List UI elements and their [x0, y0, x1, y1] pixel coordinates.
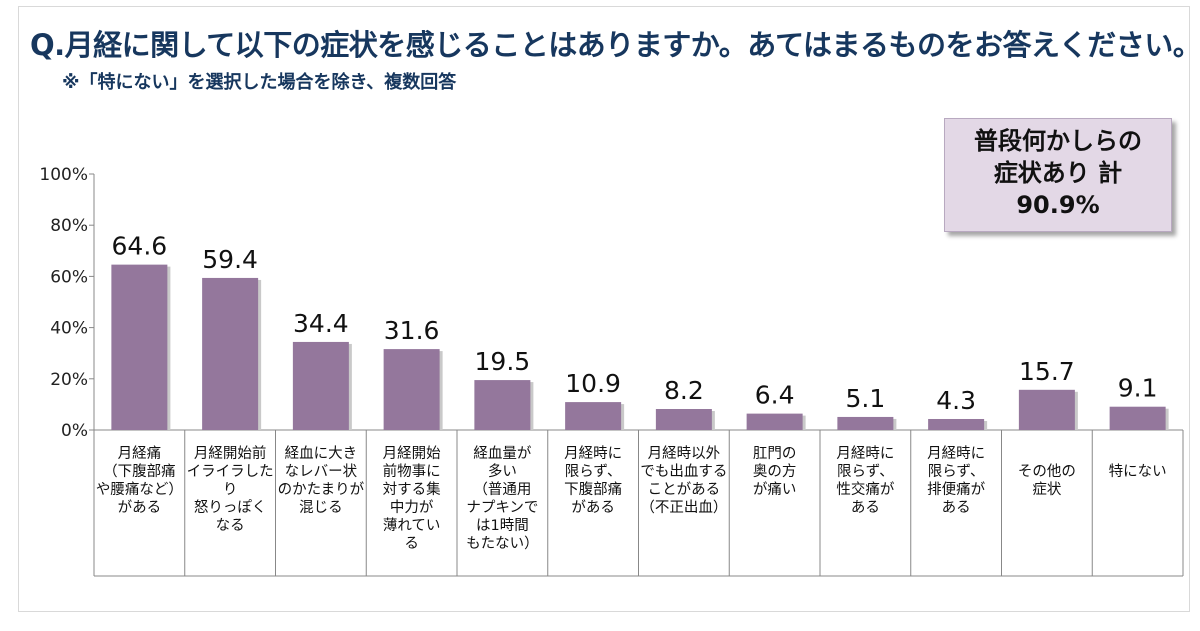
chart-subtitle: ※「特にない」を選択した場合を除き、複数回答	[62, 72, 457, 93]
category-label: 月経開始 前物事に 対する集 中力が 薄れてい る	[382, 446, 441, 552]
bar	[202, 277, 259, 430]
summary-line-1: 普段何かしらの	[974, 127, 1142, 155]
summary-line-3: 90.9%	[1016, 191, 1100, 219]
bar	[655, 409, 712, 430]
y-tick-label: 60%	[50, 267, 88, 287]
data-label: 4.3	[936, 386, 976, 415]
bar	[1109, 406, 1166, 430]
data-label: 10.9	[565, 369, 621, 398]
bar	[928, 418, 985, 430]
category-label: 月経開始前 イライラしたり 怒りっぽく なる	[186, 446, 274, 534]
bar	[292, 341, 349, 430]
bar	[474, 380, 531, 430]
data-label: 59.4	[202, 245, 258, 274]
summary-box: 普段何かしらの 症状あり 計 90.9%	[944, 118, 1172, 232]
data-label: 15.7	[1019, 357, 1075, 386]
data-label: 19.5	[475, 347, 531, 376]
category-label: 月経時に 限らず、 下腹部痛 がある	[564, 446, 623, 516]
category-label: 月経痛 （下腹部痛 や腰痛など） がある	[95, 446, 183, 516]
chart-frame	[18, 6, 1190, 612]
bar	[837, 416, 894, 430]
data-label: 8.2	[664, 376, 704, 405]
y-tick-label: 0%	[61, 421, 88, 441]
category-label: 月経時以外 でも出血する ことがある （不正出血）	[640, 446, 728, 516]
data-label: 34.4	[293, 309, 349, 338]
data-label: 9.1	[1118, 374, 1158, 403]
y-tick-label: 20%	[50, 370, 88, 390]
bar	[1018, 389, 1075, 430]
category-label: 肛門の 奥の方 が痛い	[752, 446, 797, 498]
category-label: 特にない	[1108, 464, 1167, 480]
summary-line-2: 症状あり 計	[993, 159, 1123, 187]
bar	[111, 264, 168, 430]
data-label: 64.6	[112, 232, 168, 261]
bar	[565, 402, 622, 430]
data-label: 31.6	[384, 316, 440, 345]
chart-title: Q.月経に関して以下の症状を感じることはありますか。あてはまるものをお答えくださ…	[30, 28, 1200, 62]
category-label: 月経時に 限らず、 排便痛が ある	[927, 446, 986, 516]
y-tick-label: 40%	[50, 319, 88, 339]
bar	[383, 349, 440, 430]
data-label: 6.4	[755, 381, 795, 410]
category-label: 月経時に 限らず、 性交痛が ある	[836, 446, 895, 516]
y-tick-label: 80%	[50, 216, 88, 236]
data-label: 5.1	[845, 384, 885, 413]
category-label: 経血に大き なレバー状 のかたまりが 混じる	[277, 446, 365, 516]
category-label: 経血量が 多い （普通用 ナプキンで は1時間 もたない）	[466, 446, 539, 552]
y-tick-label: 100%	[39, 165, 88, 185]
category-label: その他の 症状	[1017, 464, 1076, 498]
bar	[746, 413, 803, 430]
